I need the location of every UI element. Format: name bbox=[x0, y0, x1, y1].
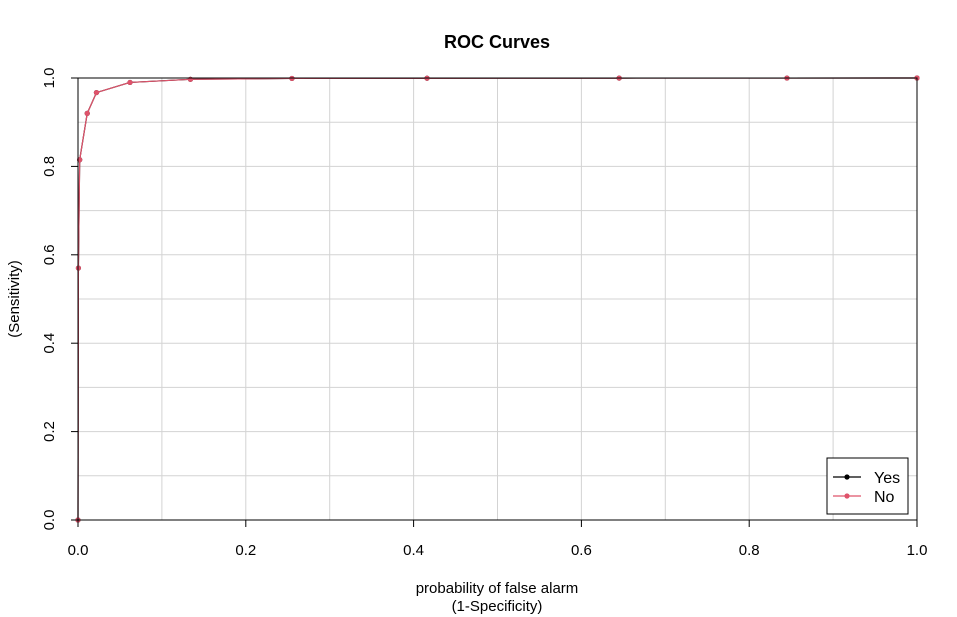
chart-title: ROC Curves bbox=[444, 32, 550, 52]
y-tick-label: 0.6 bbox=[41, 244, 58, 265]
legend-marker-no bbox=[844, 493, 850, 499]
x-tick-label: 1.0 bbox=[907, 542, 928, 559]
legend-marker-yes bbox=[844, 474, 850, 480]
legend-label-no: No bbox=[874, 489, 895, 506]
legend: Yes No bbox=[826, 457, 909, 515]
data-point-no bbox=[84, 110, 90, 116]
y-tick-label: 0.4 bbox=[41, 333, 58, 354]
legend-label-yes: Yes bbox=[874, 470, 900, 487]
y-tick-label: 0.2 bbox=[41, 421, 58, 442]
x-tick-label: 0.6 bbox=[571, 542, 592, 559]
x-tick-label: 0.0 bbox=[68, 542, 89, 559]
x-axis: 0.0 0.2 0.4 0.6 0.8 1.0 bbox=[68, 520, 928, 559]
x-axis-label-line2: (1-Specificity) bbox=[452, 598, 543, 615]
y-tick-label: 1.0 bbox=[41, 68, 58, 89]
legend-box bbox=[826, 457, 909, 515]
x-tick-label: 0.2 bbox=[235, 542, 256, 559]
x-tick-label: 0.8 bbox=[739, 542, 760, 559]
x-tick-label: 0.4 bbox=[403, 542, 424, 559]
y-tick-label: 0.8 bbox=[41, 156, 58, 177]
data-point-no bbox=[93, 89, 100, 96]
y-tick-label: 0.0 bbox=[41, 510, 58, 531]
grid-lines bbox=[78, 78, 917, 520]
plot-frame bbox=[77, 77, 918, 521]
x-axis-label-line1: probability of false alarm bbox=[416, 580, 579, 597]
y-axis: 0.0 0.2 0.4 0.6 0.8 1.0 bbox=[41, 68, 78, 531]
data-point-no bbox=[127, 79, 133, 86]
y-axis-label-line2: (Sensitivity) bbox=[6, 260, 23, 338]
